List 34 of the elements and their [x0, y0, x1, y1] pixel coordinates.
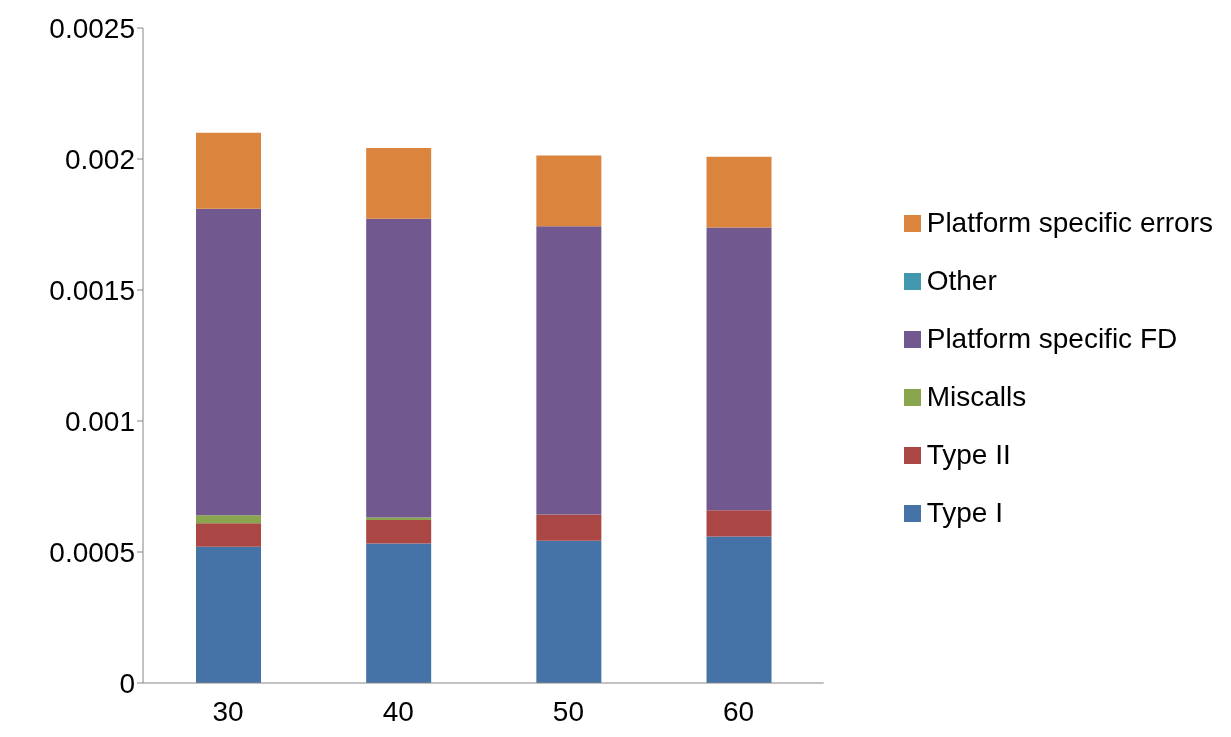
legend-label: Miscalls [926, 381, 1027, 413]
bar [706, 536, 772, 683]
bar [366, 517, 432, 521]
bar [536, 155, 602, 227]
bar [196, 208, 261, 516]
bar [366, 520, 432, 544]
bar [366, 218, 432, 518]
bar [706, 227, 772, 511]
y-tick-label: 0.0005 [49, 536, 135, 568]
bar [366, 148, 432, 219]
x-tick-label: 50 [552, 695, 585, 727]
y-tick-label: 0.0025 [49, 12, 135, 44]
y-tick-label: 0 [119, 667, 135, 699]
y-tick-label: 0.002 [64, 143, 135, 175]
bar [196, 132, 261, 209]
y-tick-label: 0.0015 [49, 274, 135, 306]
y-tick-label: 0.001 [64, 405, 135, 437]
bar [706, 510, 772, 537]
legend-label: Platform specific errors [926, 207, 1213, 239]
legend-label: Type II [926, 439, 1011, 471]
x-tick-label: 30 [212, 695, 244, 727]
bar [196, 546, 261, 683]
legend-label: Platform specific FD [926, 323, 1178, 355]
x-tick-label: 40 [382, 695, 414, 727]
bar [196, 523, 261, 547]
x-tick-label: 60 [723, 695, 755, 727]
bar [706, 156, 772, 228]
legend-label: Type I [926, 497, 1003, 529]
bar [196, 515, 261, 524]
bar [366, 543, 432, 683]
legend-label: Other [926, 265, 997, 297]
bar [536, 514, 602, 541]
bar [536, 226, 602, 515]
bar [536, 540, 602, 683]
